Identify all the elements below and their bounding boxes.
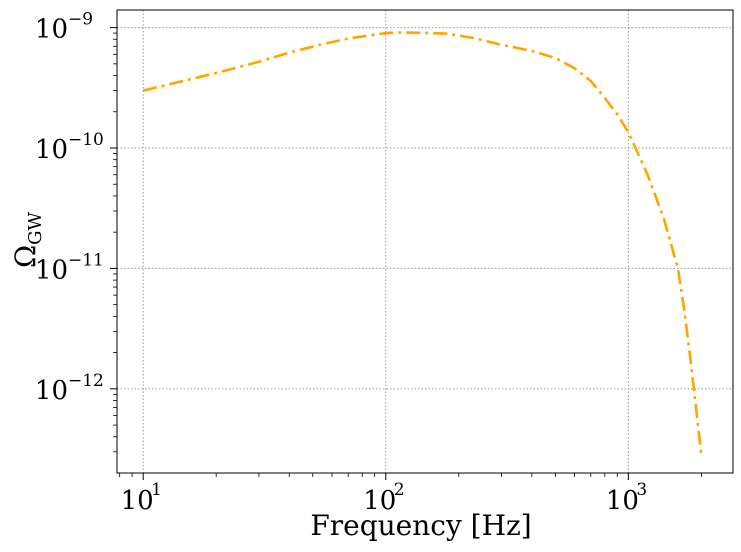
y-axis-label-sub: GW <box>25 211 46 244</box>
y-tick-exponent: −12 <box>68 371 104 391</box>
y-tick-exponent: −9 <box>68 10 93 30</box>
x-tick-exponent: 3 <box>636 480 647 500</box>
y-tick-label: 10 <box>35 255 68 285</box>
y-tick-label: 10 <box>35 376 68 406</box>
y-axis-label-main: Ω <box>9 245 42 268</box>
x-tick-label: 10 <box>363 486 396 516</box>
y-tick-exponent: −11 <box>68 250 104 270</box>
x-tick-label: 10 <box>121 486 154 516</box>
ticks <box>110 27 702 480</box>
x-tick-label: 10 <box>606 486 639 516</box>
y-tick-label: 10 <box>35 135 68 165</box>
x-tick-exponent: 1 <box>151 480 162 500</box>
grid <box>117 10 733 473</box>
series-line-0 <box>142 31 703 456</box>
x-tick-exponent: 2 <box>394 480 405 500</box>
svg-text:ΩGW: ΩGW <box>9 211 46 268</box>
y-axis-label: ΩGW <box>9 211 46 268</box>
series-layer <box>142 31 703 456</box>
plot-frame <box>116 9 734 474</box>
x-axis-label: Frequency [Hz] <box>310 509 531 542</box>
y-tick-label: 10 <box>35 15 68 45</box>
y-tick-exponent: −10 <box>68 130 104 150</box>
